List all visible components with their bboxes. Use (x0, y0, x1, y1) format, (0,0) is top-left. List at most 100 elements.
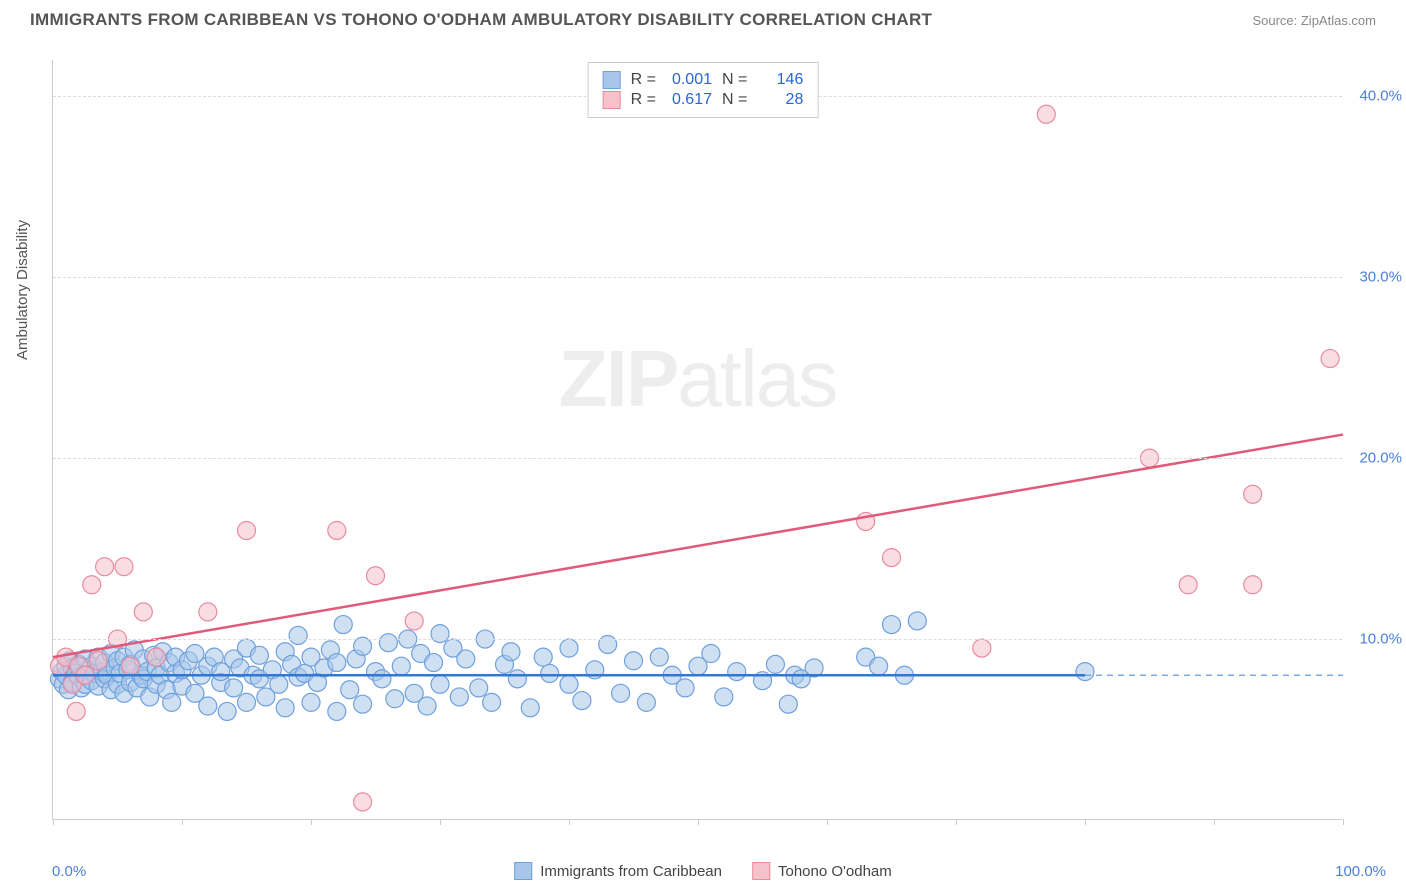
scatter-point (612, 684, 630, 702)
r-value: 0.617 (666, 91, 712, 109)
legend-label: Immigrants from Caribbean (540, 863, 722, 880)
scatter-point (728, 663, 746, 681)
n-value: 28 (757, 91, 803, 109)
scatter-point (270, 675, 288, 693)
legend-item: Tohono O'odham (752, 862, 892, 880)
scatter-point (163, 693, 181, 711)
scatter-point (418, 697, 436, 715)
scatter-point (238, 693, 256, 711)
scatter-point (341, 681, 359, 699)
y-tick-label: 20.0% (1347, 450, 1402, 467)
scatter-point (450, 688, 468, 706)
r-label: R = (631, 71, 656, 89)
scatter-point (560, 639, 578, 657)
scatter-point (521, 699, 539, 717)
scatter-point (702, 645, 720, 663)
scatter-point (715, 688, 733, 706)
scatter-point (870, 657, 888, 675)
scatter-point (1321, 350, 1339, 368)
scatter-point (908, 612, 926, 630)
scatter-point (199, 603, 217, 621)
gridline (53, 277, 1342, 278)
scatter-point (238, 521, 256, 539)
scatter-point (289, 626, 307, 644)
stats-swatch (603, 91, 621, 109)
scatter-point (1076, 663, 1094, 681)
y-tick-label: 30.0% (1347, 269, 1402, 286)
scatter-point (89, 652, 107, 670)
scatter-point (573, 692, 591, 710)
stats-swatch (603, 71, 621, 89)
scatter-point (676, 679, 694, 697)
scatter-point (199, 697, 217, 715)
stats-row: R = 0.001 N = 146 (603, 71, 804, 89)
scatter-point (425, 654, 443, 672)
scatter-point (392, 657, 410, 675)
n-label: N = (722, 71, 747, 89)
scatter-point (1037, 105, 1055, 123)
x-tick (182, 819, 183, 825)
scatter-point (483, 693, 501, 711)
scatter-point (218, 702, 236, 720)
x-tick (1343, 819, 1344, 825)
scatter-point (147, 648, 165, 666)
scatter-point (883, 616, 901, 634)
bottom-legend: Immigrants from Caribbean Tohono O'odham (514, 862, 892, 880)
scatter-point (650, 648, 668, 666)
x-tick (1214, 819, 1215, 825)
legend-swatch (514, 862, 532, 880)
scatter-point (779, 695, 797, 713)
scatter-point (225, 679, 243, 697)
n-value: 146 (757, 71, 803, 89)
legend-swatch (752, 862, 770, 880)
scatter-point (250, 646, 268, 664)
x-axis-label-min: 0.0% (52, 863, 86, 880)
source-prefix: Source: (1252, 13, 1300, 28)
x-axis-label-max: 100.0% (1335, 863, 1386, 880)
chart-plot-area: ZIPatlas 10.0%20.0%30.0%40.0% (52, 60, 1342, 820)
scatter-point (121, 657, 139, 675)
scatter-point (1244, 576, 1262, 594)
scatter-point (502, 643, 520, 661)
scatter-svg (53, 60, 1342, 819)
x-tick (569, 819, 570, 825)
y-tick-label: 40.0% (1347, 88, 1402, 105)
x-tick (956, 819, 957, 825)
scatter-point (379, 634, 397, 652)
scatter-point (637, 693, 655, 711)
legend-label: Tohono O'odham (778, 863, 892, 880)
scatter-point (373, 670, 391, 688)
legend-item: Immigrants from Caribbean (514, 862, 722, 880)
scatter-point (67, 702, 85, 720)
gridline (53, 639, 1342, 640)
scatter-point (470, 679, 488, 697)
scatter-point (96, 558, 114, 576)
x-tick (53, 819, 54, 825)
scatter-point (457, 650, 475, 668)
scatter-point (115, 558, 133, 576)
scatter-point (766, 655, 784, 673)
chart-title: IMMIGRANTS FROM CARIBBEAN VS TOHONO O'OD… (30, 10, 932, 30)
header-bar: IMMIGRANTS FROM CARIBBEAN VS TOHONO O'OD… (0, 0, 1406, 36)
scatter-point (354, 695, 372, 713)
scatter-point (973, 639, 991, 657)
scatter-point (134, 603, 152, 621)
source-attribution: Source: ZipAtlas.com (1252, 13, 1376, 28)
x-tick (827, 819, 828, 825)
r-value: 0.001 (666, 71, 712, 89)
y-axis-label: Ambulatory Disability (14, 220, 31, 360)
source-name: ZipAtlas.com (1301, 13, 1376, 28)
scatter-point (1244, 485, 1262, 503)
x-tick (311, 819, 312, 825)
n-label: N = (722, 91, 747, 109)
scatter-point (276, 699, 294, 717)
scatter-point (405, 612, 423, 630)
scatter-point (386, 690, 404, 708)
scatter-point (354, 793, 372, 811)
scatter-point (328, 521, 346, 539)
stats-legend-box: R = 0.001 N = 146 R = 0.617 N = 28 (588, 62, 819, 118)
scatter-point (302, 693, 320, 711)
scatter-point (560, 675, 578, 693)
scatter-point (328, 702, 346, 720)
stats-row: R = 0.617 N = 28 (603, 91, 804, 109)
